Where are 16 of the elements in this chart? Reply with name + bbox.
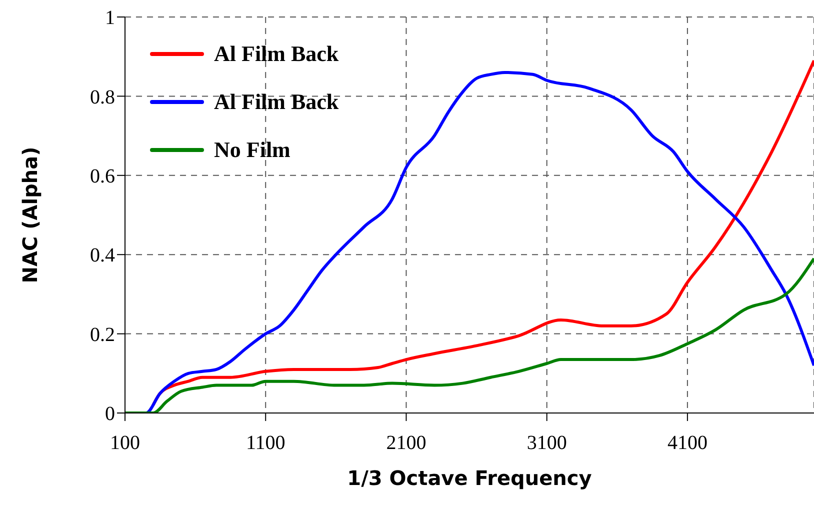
x-tick-label: 2100 [386,432,426,454]
y-tick-label: 0.4 [90,244,115,267]
y-tick-label: 0.6 [90,166,115,188]
y-tick-label: 1 [105,7,115,30]
y-tick-label: 0.2 [90,324,115,346]
legend-label: Al Film Back [214,88,339,116]
x-tick-label: 100 [110,432,140,454]
y-tick-label: 0.8 [90,86,115,108]
y-axis-title: NAC (Alpha) [18,146,42,284]
y-tick-label: 0 [105,403,115,426]
legend-label: Al Film Back [214,40,339,68]
x-tick-label: 4100 [667,432,708,454]
x-tick-label: 3100 [526,432,567,454]
x-tick-label: 1100 [246,432,286,454]
x-axis-title: 1/3 Octave Frequency [347,466,592,490]
legend-label: No Film [214,136,290,164]
